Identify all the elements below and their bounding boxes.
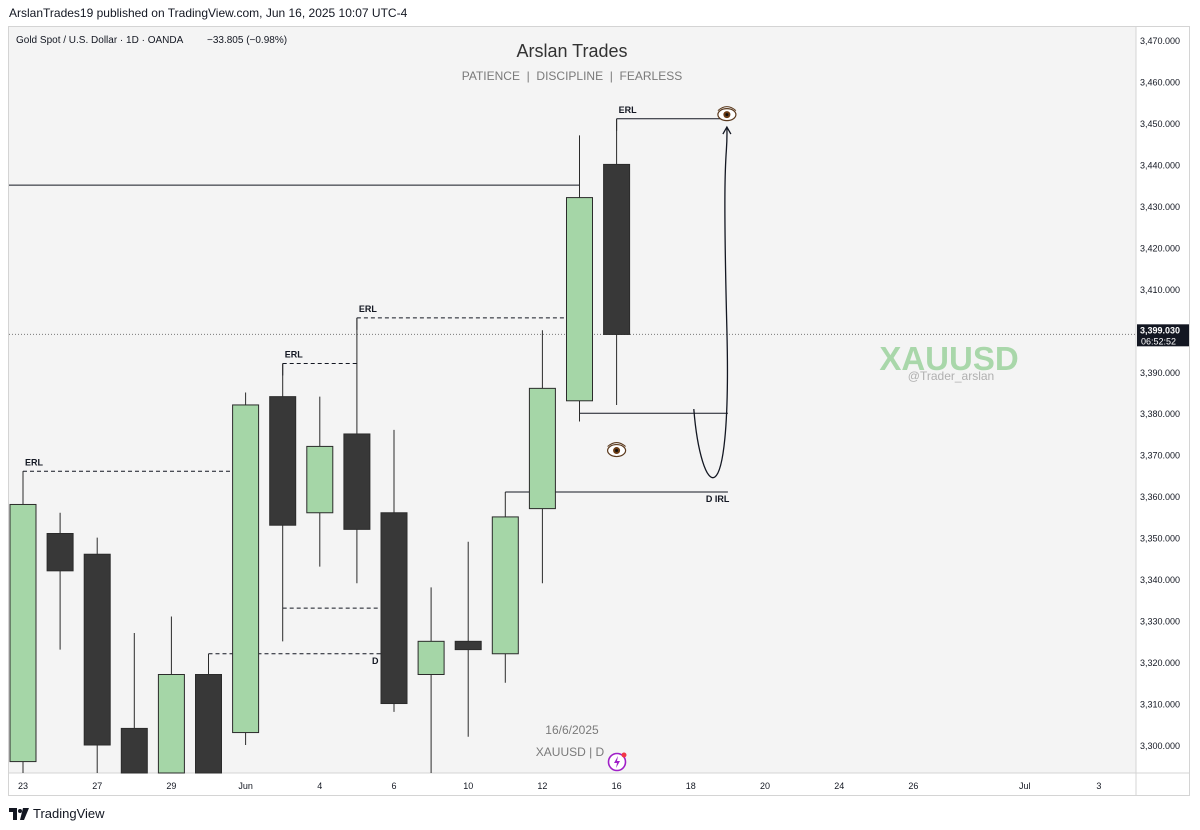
y-tick-label: 3,310.000: [1140, 700, 1180, 710]
y-tick-label: 3,410.000: [1140, 285, 1180, 295]
bullish-candle: [157, 674, 185, 774]
x-tick-label: Jun: [238, 781, 253, 791]
change-text: −33.805 (−0.98%): [207, 35, 287, 46]
countdown-label: 06:52:52: [1141, 336, 1176, 346]
eye-pupil: [615, 449, 619, 453]
tradingview-logo-icon: [9, 807, 29, 820]
y-tick-label: 3,340.000: [1140, 575, 1180, 585]
bearish-candle: [195, 674, 222, 774]
x-tick-label: Jul: [1019, 781, 1031, 791]
y-tick-label: 3,360.000: [1140, 492, 1180, 502]
x-tick-label: 4: [317, 781, 322, 791]
eye-icon: [606, 442, 627, 458]
y-tick-label: 3,470.000: [1140, 36, 1180, 46]
bearish-candle: [603, 163, 631, 335]
bottom-date: 16/6/2025: [545, 723, 599, 737]
lightning-icon: [614, 756, 620, 768]
arrow-head-icon: [722, 125, 732, 135]
bullish-candle: [528, 387, 556, 510]
eye-icon: [717, 106, 737, 122]
symbol-line: Gold Spot / U.S. Dollar · 1D · OANDA: [16, 35, 184, 46]
bullish-candle: [232, 404, 260, 734]
y-tick-label: 3,370.000: [1140, 451, 1180, 461]
publish-line: ArslanTrades19 published on TradingView.…: [9, 6, 408, 20]
x-tick-label: 12: [537, 781, 547, 791]
bullish-candle: [306, 445, 334, 514]
bullish-candle: [417, 640, 445, 676]
y-tick-label: 3,450.000: [1140, 119, 1180, 129]
eye-brow: [717, 106, 737, 112]
d-irl-label: D IRL: [706, 494, 730, 504]
x-tick-label: 6: [391, 781, 396, 791]
x-tick-label: 16: [612, 781, 622, 791]
y-tick-label: 3,460.000: [1140, 77, 1180, 87]
bullish-candle: [566, 197, 593, 402]
x-tick-label: 23: [18, 781, 28, 791]
footer-brand-label: TradingView: [33, 806, 105, 821]
y-tick-label: 3,420.000: [1140, 243, 1180, 253]
y-tick-label: 3,320.000: [1140, 658, 1180, 668]
y-tick-label: 3,440.000: [1140, 160, 1180, 170]
bearish-candle: [46, 533, 74, 572]
bearish-candle: [380, 512, 408, 705]
x-tick-label: 24: [834, 781, 844, 791]
chart-title: Arslan Trades: [516, 41, 627, 61]
x-tick-label: 10: [463, 781, 473, 791]
chart-subtitle: PATIENCE | DISCIPLINE | FEARLESS: [462, 69, 683, 83]
bearish-candle: [120, 727, 148, 774]
footer-brand[interactable]: TradingView: [9, 806, 105, 821]
x-tick-label: 3: [1096, 781, 1101, 791]
y-tick-label: 3,300.000: [1140, 741, 1180, 751]
x-tick-label: 29: [166, 781, 176, 791]
bottom-symbol: XAUUSD | D: [536, 745, 605, 759]
bearish-candle: [454, 640, 482, 651]
erl-label: ERL: [285, 349, 304, 359]
bullish-candle: [491, 516, 519, 655]
bullish-candle: [9, 503, 37, 763]
y-tick-label: 3,350.000: [1140, 534, 1180, 544]
notification-dot-icon: [621, 752, 627, 758]
watermark-symbol: XAUUSD: [879, 340, 1018, 377]
y-tick-label: 3,380.000: [1140, 409, 1180, 419]
eye-brow: [607, 442, 626, 447]
x-tick-label: 18: [686, 781, 696, 791]
y-tick-label: 3,430.000: [1140, 202, 1180, 212]
bearish-candle: [343, 433, 371, 530]
x-tick-label: 20: [760, 781, 770, 791]
x-tick-label: 27: [92, 781, 102, 791]
erl-label: ERL: [25, 457, 44, 467]
bearish-candle: [269, 396, 297, 526]
erl-label: ERL: [359, 304, 378, 314]
y-tick-label: 3,390.000: [1140, 368, 1180, 378]
y-tick-label: 3,330.000: [1140, 617, 1180, 627]
current-price-label: 3,399.030: [1140, 325, 1180, 335]
projection-arrow: [693, 127, 729, 479]
current-price-badge: [1137, 324, 1189, 347]
watermark-handle: @Trader_arslan: [908, 369, 994, 383]
bearish-candle: [83, 553, 111, 746]
eye-pupil: [725, 113, 729, 117]
erl-label: ERL: [619, 105, 638, 115]
x-tick-label: 26: [908, 781, 918, 791]
